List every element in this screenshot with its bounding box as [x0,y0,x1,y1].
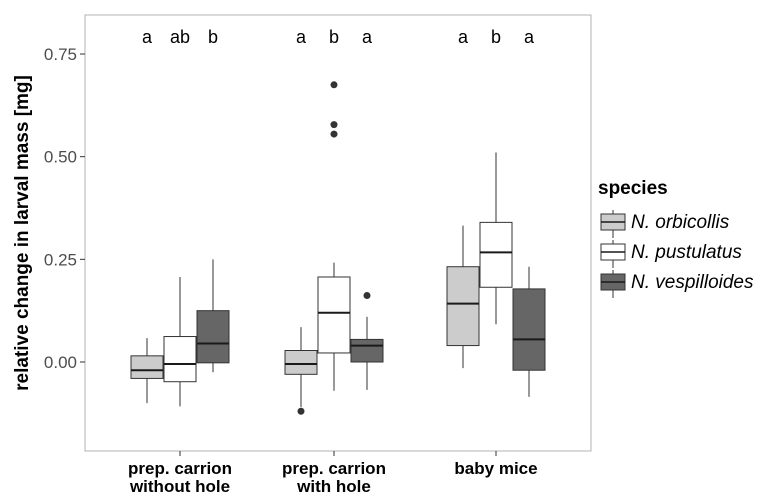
y-tick-label: 0.75 [44,45,77,64]
significance-letter: a [362,27,373,47]
box [479,221,513,288]
significance-letter: a [458,27,469,47]
significance-letter: ab [170,27,190,47]
legend: species N. orbicollis N. pustulatus N. ves… [598,178,754,298]
outlier-point [363,291,371,299]
box [317,276,351,354]
outlier-point [330,121,338,129]
legend-label: N. orbicollis [631,212,730,233]
legend-label: N. pustulatus [631,242,742,263]
box [130,355,164,379]
box [350,338,384,363]
x-tick-label: prep. carrion [282,459,386,478]
significance-letter: a [524,27,535,47]
significance-letters: a ab b a b a a b a [142,27,535,47]
box [196,310,230,364]
box-1-0 [284,327,318,415]
boxes [130,81,546,415]
legend-title: species [598,178,668,199]
x-tick-label: prep. carrion [128,459,232,478]
x-tick-label: with hole [296,477,371,495]
box [163,336,197,383]
box [446,266,480,347]
significance-letter: a [296,27,307,47]
significance-letter: b [329,27,339,47]
box-2-0 [446,225,480,369]
box [284,350,318,375]
outlier-point [330,130,338,138]
y-tick-label: 0.25 [44,250,77,269]
box-2-1 [479,152,513,325]
significance-letter: b [491,27,501,47]
significance-letter: a [142,27,153,47]
significance-letter: b [208,27,218,47]
outlier-point [330,81,338,89]
legend-key [600,270,626,298]
legend-key [600,240,626,268]
legend-key [600,210,626,238]
box-0-0 [130,338,164,404]
legend-label: N. vespilloides [631,272,754,293]
box-0-2 [196,259,230,373]
box-1-1 [317,81,351,391]
x-tick-label: baby mice [454,459,537,478]
x-tick-label: without hole [129,477,230,495]
box-2-2 [512,266,546,397]
y-tick-label: 0.00 [44,353,77,372]
y-tick-label: 0.50 [44,148,77,167]
plot-panel [84,14,592,452]
box [512,288,546,371]
y-axis-label: relative change in larval mass [mg] [12,75,33,391]
box-0-1 [163,276,197,407]
box-1-2 [350,291,384,390]
outlier-point [297,407,305,415]
